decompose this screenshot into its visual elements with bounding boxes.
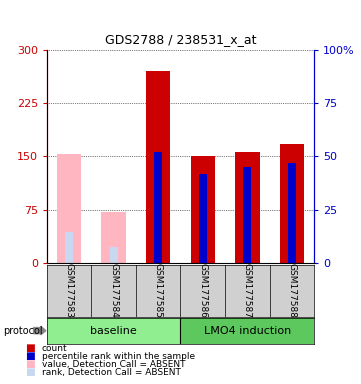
- Text: count: count: [42, 344, 67, 353]
- Text: percentile rank within the sample: percentile rank within the sample: [42, 352, 195, 361]
- Bar: [180, 318, 314, 344]
- Bar: [288, 163, 296, 263]
- Bar: [65, 232, 73, 263]
- Text: GSM177587: GSM177587: [243, 263, 252, 318]
- Text: GSM177583: GSM177583: [65, 263, 74, 318]
- Text: baseline: baseline: [90, 326, 137, 336]
- Bar: [110, 247, 118, 263]
- Bar: [146, 71, 170, 263]
- Text: GSM177584: GSM177584: [109, 263, 118, 318]
- Bar: [243, 167, 251, 263]
- Text: GSM177586: GSM177586: [198, 263, 207, 318]
- Text: value, Detection Call = ABSENT: value, Detection Call = ABSENT: [42, 360, 185, 369]
- Bar: [199, 174, 207, 263]
- Text: ■: ■: [25, 367, 35, 377]
- Text: ■: ■: [25, 343, 35, 353]
- FancyArrow shape: [34, 326, 46, 335]
- Text: LMO4 induction: LMO4 induction: [204, 326, 291, 336]
- Bar: [57, 154, 82, 263]
- Text: rank, Detection Call = ABSENT: rank, Detection Call = ABSENT: [42, 368, 180, 377]
- Text: ■: ■: [25, 359, 35, 369]
- Bar: [47, 318, 180, 344]
- Text: GSM177588: GSM177588: [287, 263, 296, 318]
- Bar: [279, 144, 304, 263]
- Bar: [154, 152, 162, 263]
- Bar: [235, 152, 260, 263]
- Title: GDS2788 / 238531_x_at: GDS2788 / 238531_x_at: [105, 33, 256, 46]
- Bar: [191, 157, 215, 263]
- Text: ■: ■: [25, 351, 35, 361]
- Bar: [101, 212, 126, 263]
- Text: protocol: protocol: [4, 326, 43, 336]
- Text: GSM177585: GSM177585: [154, 263, 163, 318]
